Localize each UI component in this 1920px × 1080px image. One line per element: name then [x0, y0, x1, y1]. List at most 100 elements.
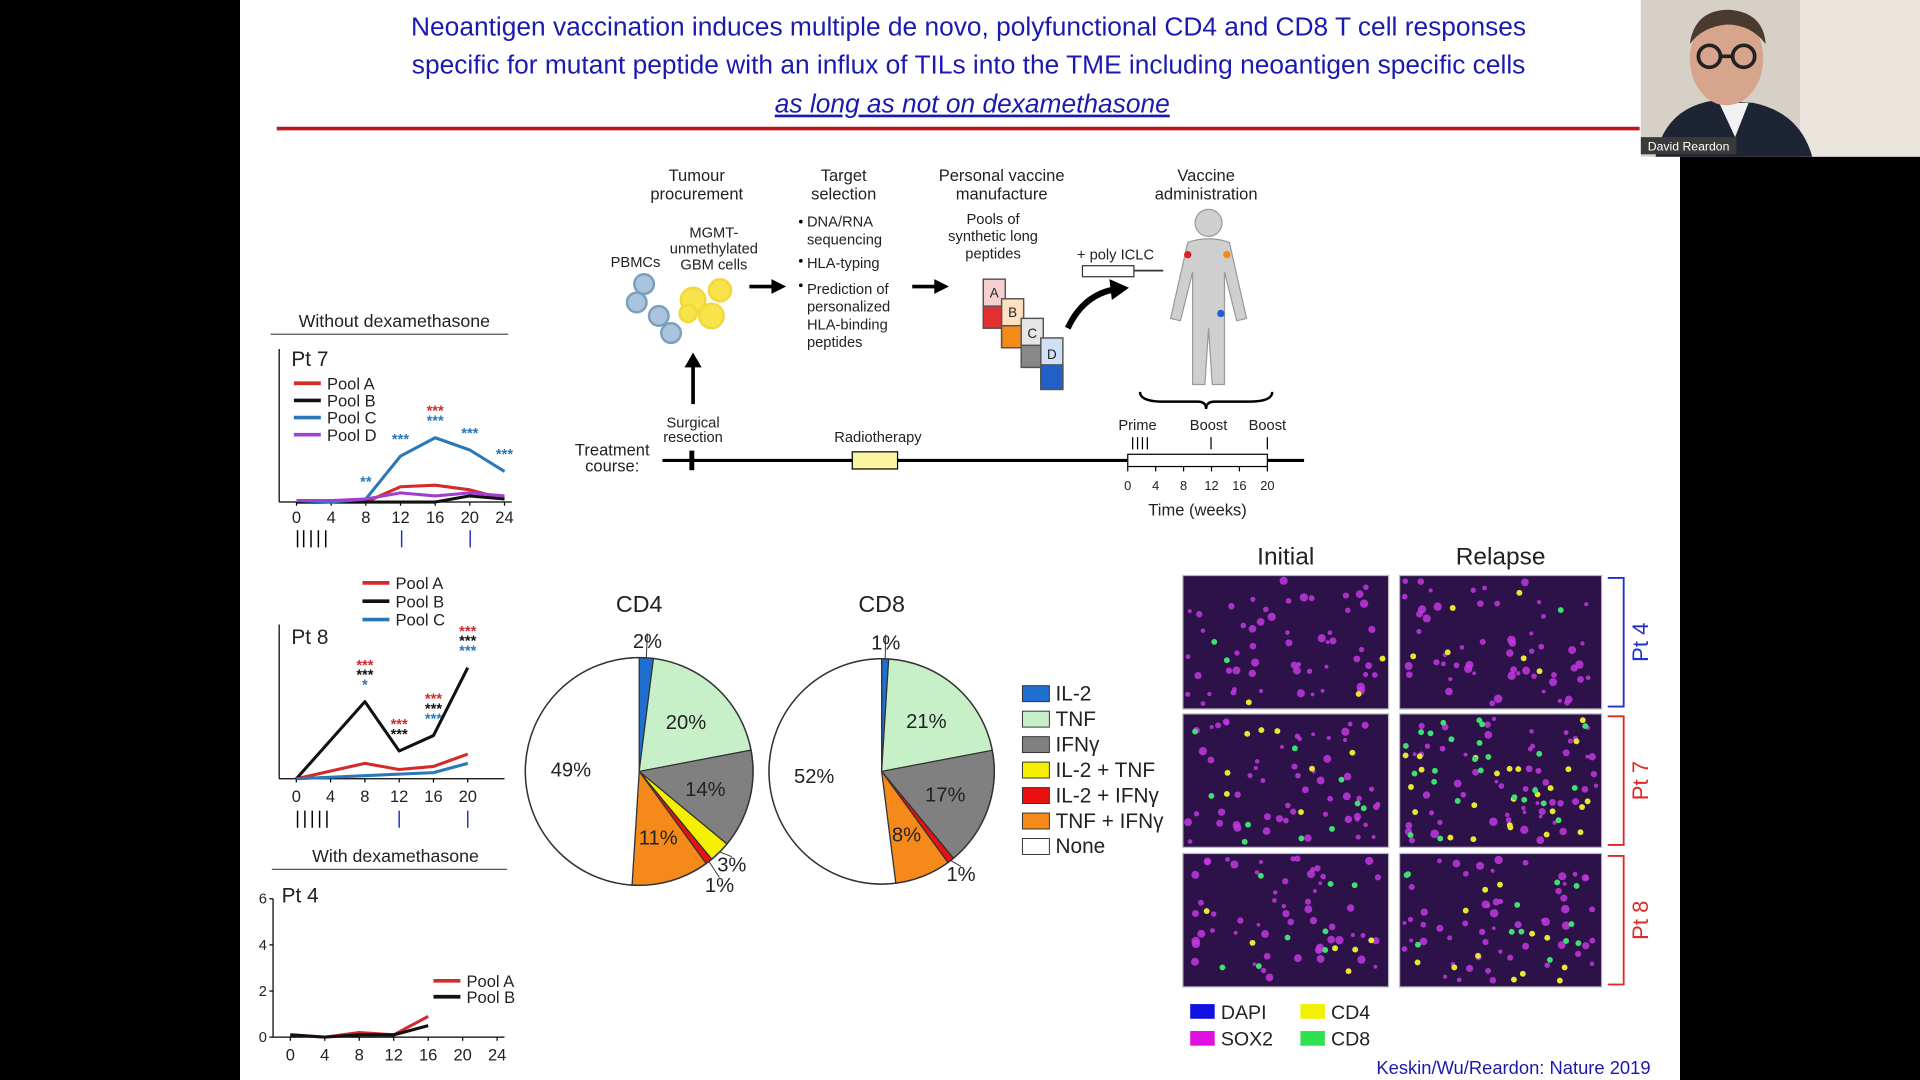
- cell: [1194, 672, 1202, 680]
- cell: [1462, 920, 1469, 927]
- cell: [1556, 977, 1563, 984]
- event-label: Prime: [1118, 418, 1156, 434]
- cell: [1439, 745, 1446, 752]
- cell: [1521, 805, 1526, 811]
- legend-label: CD8: [1331, 1029, 1370, 1051]
- cell: [1418, 729, 1425, 736]
- cell: [1424, 743, 1431, 749]
- cell: [1294, 855, 1301, 862]
- glasses: [1696, 43, 1757, 70]
- cell: [1407, 916, 1414, 923]
- cell: [1258, 860, 1264, 865]
- cell: [1263, 813, 1271, 821]
- row-label: Pt 7: [1628, 761, 1653, 800]
- cell: [1497, 898, 1504, 905]
- cell: [1225, 667, 1233, 674]
- cell: [1247, 773, 1253, 779]
- cell: [1405, 822, 1413, 829]
- cell: [1225, 857, 1230, 862]
- cell: [1233, 823, 1242, 832]
- legend-swatch: [1021, 787, 1050, 805]
- cell: [1332, 945, 1338, 952]
- cell: [1353, 655, 1361, 663]
- cell: [1408, 784, 1414, 790]
- cell: [1447, 834, 1454, 841]
- significance-stars: ***: [459, 624, 476, 640]
- series-line: [296, 436, 506, 504]
- cell: [1561, 964, 1568, 971]
- cell: [1361, 721, 1369, 729]
- legend-swatch: [1021, 685, 1050, 703]
- cell: [1346, 904, 1355, 912]
- cell: [1515, 766, 1522, 773]
- cell: [1342, 792, 1351, 801]
- cell: [1204, 858, 1211, 866]
- cell: [1402, 578, 1409, 585]
- cell: [1575, 950, 1582, 957]
- cell: [1245, 699, 1252, 706]
- cell: [1335, 936, 1344, 945]
- cell: [1210, 911, 1217, 917]
- significance-stars: ***: [391, 727, 408, 743]
- week-label: 8: [1180, 478, 1187, 493]
- panel-group-header: Without dexamethasone: [299, 311, 491, 331]
- cell: [1196, 611, 1203, 618]
- cell: [1445, 687, 1453, 696]
- cell: [1282, 878, 1289, 885]
- cell: [1211, 638, 1218, 645]
- cell: [1506, 765, 1513, 772]
- cell: [1292, 666, 1301, 675]
- axis-title: Time (weeks): [1148, 501, 1247, 520]
- significance-stars: ***: [461, 426, 478, 442]
- cell: [1522, 666, 1531, 675]
- cell: [1285, 630, 1290, 635]
- step-header: manufacture: [956, 185, 1048, 204]
- cell: [1557, 698, 1562, 704]
- cell: [1343, 737, 1348, 742]
- cell: [1191, 910, 1199, 917]
- cell: [1522, 859, 1529, 866]
- slide-title: Neoantigen vaccination induces multiple …: [411, 12, 1526, 42]
- cell: [1310, 867, 1316, 873]
- cell: [1422, 614, 1431, 623]
- cell: [1258, 688, 1264, 694]
- cell: [1493, 694, 1503, 704]
- cell: [1253, 765, 1258, 771]
- cell: [1422, 791, 1431, 799]
- pie-value-label: 1%: [946, 864, 975, 886]
- bullet-dots: [798, 219, 803, 288]
- cell: [1402, 743, 1409, 749]
- legend-label: Pool C: [396, 611, 446, 630]
- cell: [1580, 641, 1585, 646]
- cell: [1350, 932, 1355, 938]
- x-tick-label: 0: [292, 508, 301, 527]
- significance-stars: ***: [459, 643, 476, 659]
- legend-label: Pool D: [327, 426, 377, 445]
- cell: [1452, 859, 1461, 868]
- vial-label: A: [990, 286, 999, 301]
- cell: [1197, 929, 1206, 938]
- significance-stars: ***: [459, 634, 476, 650]
- cell: [1507, 671, 1516, 680]
- participant-name: David Reardon: [1648, 140, 1730, 154]
- cell: [1318, 881, 1323, 886]
- cell: [1355, 834, 1361, 840]
- significance-stars: ***: [496, 447, 513, 463]
- cell: [1191, 936, 1200, 946]
- cell: [1535, 767, 1542, 774]
- micrograph: [1398, 574, 1603, 710]
- cell: [1273, 890, 1278, 895]
- pie-value-label: 17%: [925, 785, 965, 807]
- cell: [1320, 873, 1326, 880]
- pbmc-cells: [625, 273, 683, 345]
- schematic: [625, 208, 1305, 471]
- cell: [1522, 810, 1527, 815]
- pie-value-label: 21%: [906, 711, 946, 733]
- cell: [1193, 811, 1200, 817]
- cell: [1561, 904, 1570, 914]
- cell: [1304, 834, 1312, 842]
- pie-title: CD4: [616, 591, 663, 617]
- cell: [1431, 778, 1438, 785]
- cell: [1356, 682, 1366, 692]
- cell: [1447, 935, 1453, 941]
